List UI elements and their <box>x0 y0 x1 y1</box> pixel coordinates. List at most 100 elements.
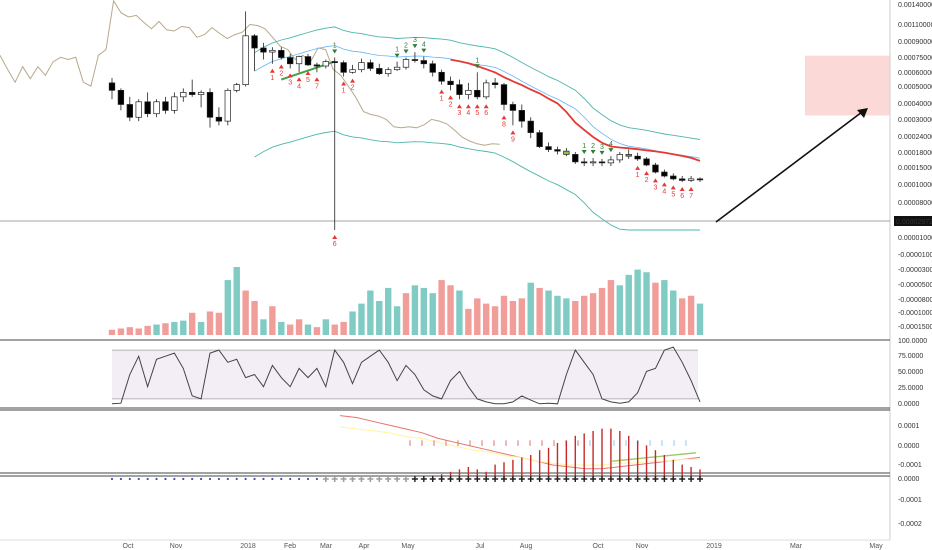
x-tick-label: Nov <box>170 543 183 550</box>
td-count-label: 4 <box>662 188 666 195</box>
volume-bar <box>331 324 338 335</box>
histogram-cross <box>590 476 597 482</box>
td-count-label: 4 <box>297 83 301 90</box>
candle-body <box>643 158 650 166</box>
candle-body <box>385 69 392 75</box>
td-up-marker <box>465 104 471 109</box>
td-count-label: 7 <box>689 193 693 200</box>
td-count-label: 6 <box>484 110 488 117</box>
candle-body <box>563 150 570 155</box>
volume-bar <box>527 282 534 335</box>
histogram-dot <box>217 477 221 481</box>
td-up-marker <box>439 89 445 94</box>
candle-body <box>500 84 508 105</box>
candle-body <box>180 92 187 98</box>
target-zone <box>805 55 890 116</box>
histogram-cross <box>349 476 356 482</box>
candle-body <box>483 82 490 98</box>
histogram-cross <box>688 476 695 482</box>
histogram-cross <box>411 476 418 482</box>
td-count-label: 1 <box>440 96 444 103</box>
td-up-marker <box>296 77 302 82</box>
candle-body <box>474 89 481 98</box>
td-up-marker <box>670 185 676 190</box>
histogram-cross <box>599 476 605 482</box>
histogram-cross <box>572 476 579 482</box>
volume-bar <box>358 303 365 335</box>
volume-bar <box>518 298 526 335</box>
oscillator-tick-label: 25.0000 <box>898 385 923 392</box>
volume-bar <box>233 267 240 335</box>
volume-bar <box>420 287 428 335</box>
x-tick-label: Oct <box>123 543 134 550</box>
price-tick-label: 0.00040000 <box>898 101 932 108</box>
histogram-dot <box>146 477 149 481</box>
candle-body <box>162 101 169 111</box>
candle-body <box>581 161 588 164</box>
signal-cross-line <box>611 452 697 462</box>
td-count-label: 2 <box>404 43 408 50</box>
candle-body <box>465 89 472 95</box>
macd-tick-label: 0.0000 <box>898 443 920 450</box>
candle-body <box>135 101 142 118</box>
candle-body <box>634 155 641 160</box>
price-tick-label: 0.00090000 <box>898 39 932 46</box>
candle-body <box>393 66 401 71</box>
x-tick-label: May <box>401 543 415 550</box>
histogram-cross <box>661 476 668 482</box>
histogram-cross <box>501 476 507 482</box>
candle-body <box>349 69 356 73</box>
histogram-dot <box>208 477 212 481</box>
histogram-cross <box>438 476 445 482</box>
volume-bar <box>126 327 134 335</box>
candle-body <box>411 59 419 61</box>
td-count-label: 1 <box>475 57 479 64</box>
histogram-dot <box>235 477 238 481</box>
candle-body <box>607 159 615 164</box>
candle-body <box>687 178 695 181</box>
volume-bar <box>438 280 445 335</box>
candle-body <box>144 101 151 115</box>
volume-bar <box>509 301 517 335</box>
volume-bar <box>384 287 392 335</box>
macd-tick-label: 0.0001 <box>898 423 920 430</box>
volume-bar <box>269 306 276 335</box>
price-tick-label: 0.00010000 <box>898 182 932 189</box>
oscillator-tick-label: 75.0000 <box>898 353 923 360</box>
td-down-marker <box>403 49 409 54</box>
x-tick-label: Nov <box>636 543 649 550</box>
candle-body <box>589 161 597 164</box>
volume-bar <box>456 290 463 335</box>
volume-bar <box>402 293 410 335</box>
candle-body <box>313 64 321 67</box>
td-up-marker <box>510 130 516 135</box>
macd-line <box>339 426 700 466</box>
histogram-cross <box>518 476 525 482</box>
volume-bar <box>652 282 659 335</box>
histogram-cross <box>456 476 463 482</box>
candle-body <box>278 50 285 58</box>
candle-body <box>153 101 160 115</box>
volume-bar <box>607 280 615 335</box>
candle-body <box>670 175 677 180</box>
volume-bar <box>242 290 249 335</box>
td-up-marker <box>341 81 347 86</box>
price-tick-label: 0.00075000 <box>898 55 932 62</box>
candle-body <box>295 56 303 65</box>
histogram-cross <box>554 476 561 482</box>
candle-body <box>376 68 383 75</box>
candle-body <box>696 178 704 181</box>
td-count-label: 3 <box>288 79 292 86</box>
td-count-label: 8 <box>502 121 506 128</box>
volume-bar <box>108 329 116 335</box>
price-tick-label: -0.00005000 <box>898 282 932 289</box>
td-up-marker <box>350 78 356 83</box>
volume-bar <box>634 269 641 335</box>
volume-bar <box>197 321 205 335</box>
x-tick-label: Mar <box>320 543 333 550</box>
projection-arrow <box>715 111 863 223</box>
volume-bar <box>340 321 347 335</box>
histogram-cross <box>607 476 614 482</box>
histogram-cross <box>340 476 347 482</box>
td-count-label: 2 <box>279 71 283 78</box>
